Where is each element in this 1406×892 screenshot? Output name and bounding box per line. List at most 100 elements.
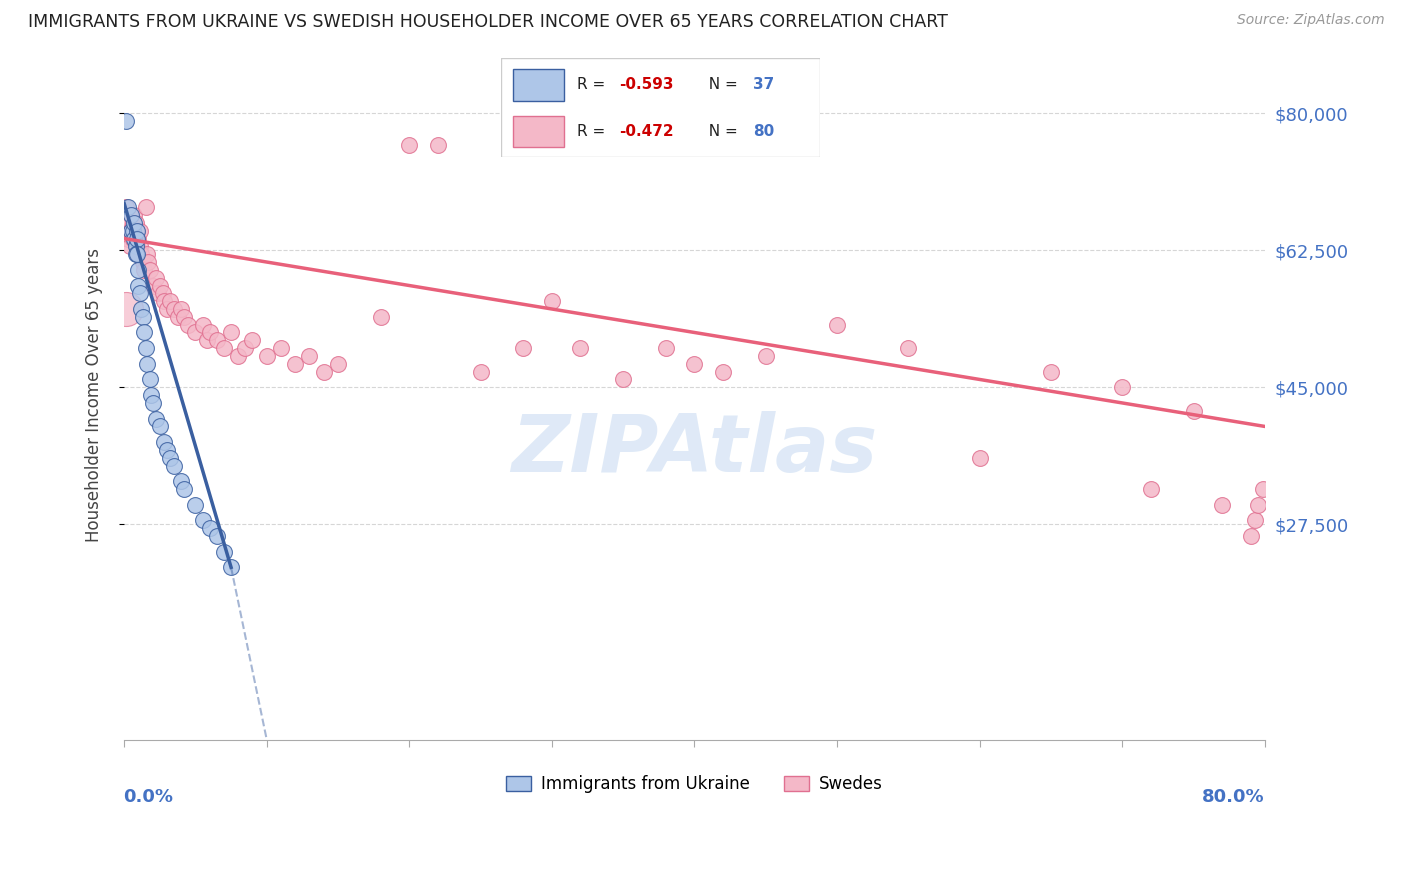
Point xyxy=(122,224,145,238)
Point xyxy=(125,231,148,245)
Point xyxy=(212,341,235,355)
Point xyxy=(125,224,148,238)
Point xyxy=(128,239,150,253)
Point xyxy=(118,239,141,253)
Point xyxy=(1247,498,1270,512)
Point xyxy=(205,334,228,348)
Point xyxy=(118,224,141,238)
Point xyxy=(132,326,155,340)
Point xyxy=(711,365,734,379)
Point xyxy=(121,231,143,245)
Point xyxy=(135,200,157,214)
Point xyxy=(121,216,143,230)
Point xyxy=(131,255,153,269)
Point xyxy=(541,294,564,309)
Point xyxy=(470,365,492,379)
Point xyxy=(233,341,256,355)
Point xyxy=(897,341,920,355)
Y-axis label: Householder Income Over 65 years: Householder Income Over 65 years xyxy=(86,248,103,542)
Point xyxy=(212,544,235,558)
Point xyxy=(128,286,150,301)
Legend: Immigrants from Ukraine, Swedes: Immigrants from Ukraine, Swedes xyxy=(499,769,889,800)
Point xyxy=(114,200,136,214)
Point xyxy=(132,263,155,277)
Text: 80.0%: 80.0% xyxy=(1202,788,1265,805)
Point xyxy=(242,334,264,348)
Point xyxy=(326,357,349,371)
Point xyxy=(149,419,172,434)
Point xyxy=(159,294,181,309)
Point xyxy=(969,450,991,465)
Point xyxy=(153,294,176,309)
Point xyxy=(124,231,146,245)
Point xyxy=(256,349,278,363)
Point xyxy=(1239,529,1261,543)
Point xyxy=(136,247,159,261)
Point xyxy=(1253,482,1275,496)
Point xyxy=(142,278,165,293)
Point xyxy=(153,435,176,450)
Point xyxy=(122,216,145,230)
Point xyxy=(131,310,153,324)
Point xyxy=(1139,482,1161,496)
Point xyxy=(569,341,592,355)
Point xyxy=(142,396,165,410)
Point xyxy=(191,513,214,527)
Point xyxy=(1111,380,1133,394)
Point xyxy=(170,301,193,316)
Point xyxy=(1211,498,1233,512)
Point xyxy=(127,247,149,261)
Point xyxy=(398,137,420,152)
Point xyxy=(148,286,170,301)
Point xyxy=(512,341,534,355)
Point xyxy=(136,357,159,371)
Point xyxy=(173,482,195,496)
Point xyxy=(141,388,163,402)
Point xyxy=(115,224,138,238)
Point xyxy=(1039,365,1062,379)
Point xyxy=(145,270,167,285)
Text: Source: ZipAtlas.com: Source: ZipAtlas.com xyxy=(1237,13,1385,28)
Point xyxy=(163,301,186,316)
Point xyxy=(655,341,678,355)
Point xyxy=(122,231,145,245)
Point xyxy=(312,365,335,379)
Point xyxy=(191,318,214,332)
Point xyxy=(1182,404,1205,418)
Point xyxy=(124,216,146,230)
Point xyxy=(163,458,186,473)
Point xyxy=(135,341,157,355)
Point xyxy=(127,263,149,277)
Point xyxy=(226,349,249,363)
Point xyxy=(129,247,152,261)
Point xyxy=(124,239,146,253)
Text: 0.0%: 0.0% xyxy=(122,788,173,805)
Point xyxy=(683,357,706,371)
Point xyxy=(298,349,321,363)
Point xyxy=(170,474,193,488)
Point xyxy=(128,224,150,238)
Point xyxy=(121,224,143,238)
Point xyxy=(184,326,207,340)
Point xyxy=(120,208,142,222)
Point xyxy=(125,247,148,261)
Text: IMMIGRANTS FROM UKRAINE VS SWEDISH HOUSEHOLDER INCOME OVER 65 YEARS CORRELATION : IMMIGRANTS FROM UKRAINE VS SWEDISH HOUSE… xyxy=(28,13,948,31)
Point xyxy=(825,318,848,332)
Point xyxy=(127,231,149,245)
Point xyxy=(152,286,174,301)
Point xyxy=(149,278,172,293)
Point xyxy=(125,239,148,253)
Point xyxy=(1244,513,1267,527)
Text: ZIPAtlas: ZIPAtlas xyxy=(512,411,877,489)
Point xyxy=(114,114,136,128)
Point xyxy=(125,224,148,238)
Point xyxy=(184,498,207,512)
Point xyxy=(270,341,292,355)
Point xyxy=(177,318,200,332)
Point xyxy=(124,247,146,261)
Point xyxy=(120,224,142,238)
Point xyxy=(122,208,145,222)
Point xyxy=(370,310,392,324)
Point xyxy=(117,216,139,230)
Point xyxy=(612,372,634,386)
